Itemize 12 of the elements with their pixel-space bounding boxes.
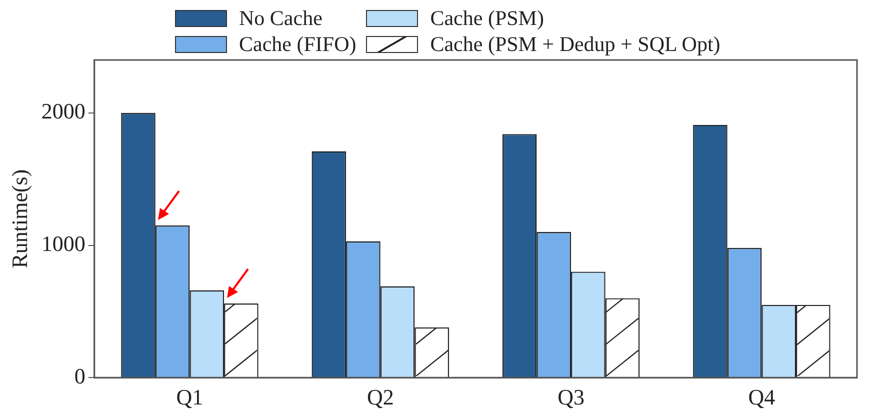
y-tick-label: 0 (74, 363, 86, 388)
y-tick-label: 1000 (41, 231, 86, 256)
y-tick-label: 2000 (41, 98, 86, 124)
x-tick-label: Q3 (558, 384, 584, 410)
legend-label: Cache (FIFO) (239, 32, 356, 56)
x-tick-label: Q4 (748, 384, 776, 410)
y-axis-title: Runtime(s) (6, 169, 32, 268)
legend-label: No Cache (239, 6, 322, 30)
x-tick-label: Q1 (176, 384, 204, 410)
legend-label: Cache (PSM) (430, 6, 544, 30)
x-tick-label: Q2 (366, 384, 394, 410)
legend-label: Cache (PSM + Dedup + SQL Opt) (430, 32, 720, 56)
